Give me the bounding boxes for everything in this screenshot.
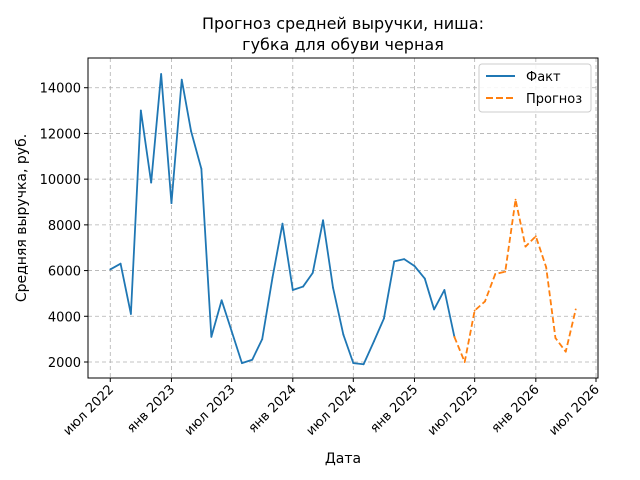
data-point-fact-2024-12-01 [403,258,406,261]
legend-label-fact: Факт [526,70,561,85]
y-tick-label-8000: 8000 [48,219,81,234]
data-point-fact-2022-11-01 [150,181,153,184]
data-point-fact-2023-07-01 [230,330,233,333]
y-tick-label-12000: 12000 [40,127,81,142]
y-tick-label-6000: 6000 [48,265,81,280]
legend-label-forecast: Прогноз [526,92,582,107]
plot-frame [87,57,599,379]
data-point-fact-2025-03-01 [433,308,435,311]
data-point-fact-2022-12-01 [160,73,163,75]
data-point-fact-2024-10-01 [382,317,385,320]
data-point-forecast-2025-09-01 [494,273,497,275]
data-point-fact-2024-06-01 [342,333,345,336]
data-point-fact-2025-02-01 [423,277,426,280]
data-point-fact-2023-02-01 [180,78,183,81]
data-point-fact-2024-07-01 [352,362,355,365]
data-point-forecast-2025-08-01 [484,300,486,303]
data-point-fact-2022-08-01 [119,262,122,265]
data-point-forecast-2026-02-01 [545,266,548,269]
y-axis-label: Средняя выручка, руб. [14,134,30,302]
data-point-fact-2022-09-01 [129,313,132,315]
data-point-fact-2024-03-01 [311,271,314,274]
data-point-fact-2024-11-01 [393,260,396,263]
data-point-fact-2023-11-01 [271,276,274,279]
data-point-forecast-2025-07-01 [473,309,476,312]
data-point-fact-2024-01-01 [291,289,294,291]
chart-title-line-2: губка для обуви черная [242,35,444,54]
data-point-fact-2023-04-01 [200,167,203,170]
data-point-fact-2024-08-01 [362,363,365,366]
data-point-fact-2023-06-01 [220,299,223,302]
y-tick-label-14000: 14000 [40,82,81,97]
data-point-forecast-2026-04-01 [564,350,567,353]
data-point-fact-2024-05-01 [332,286,334,289]
y-axis-ticks: 2000 4000 6000 8000 10000 12000 14000 [40,82,88,371]
data-point-fact-2023-03-01 [190,130,192,133]
y-tick-label-10000: 10000 [40,173,81,188]
legend: Факт Прогноз [478,63,592,113]
data-point-forecast-2026-05-01 [574,308,577,311]
y-tick-label-4000: 4000 [48,310,81,325]
data-point-fact-2024-09-01 [373,340,375,343]
data-point-fact-2022-07-01 [109,268,112,271]
grid-lines [88,58,598,378]
data-point-fact-2023-08-01 [241,362,243,365]
data-point-fact-2023-01-01 [170,202,173,205]
y-tick-label-2000: 2000 [48,356,81,371]
series-lines [109,73,577,366]
data-point-fact-2022-10-01 [139,109,142,112]
data-point-forecast-2026-01-01 [534,235,537,238]
data-point-fact-2023-05-01 [210,335,213,338]
data-point-fact-2024-02-01 [302,285,304,288]
data-point-forecast-2025-12-01 [524,245,527,248]
data-point-fact-2025-04-01 [443,289,446,291]
data-point-forecast-2025-05-01 [453,335,456,338]
data-point-fact-2023-09-01 [251,358,254,361]
chart-title-line-1: Прогноз средней выручки, ниша: [202,14,484,33]
data-point-fact-2025-01-01 [413,265,416,267]
data-point-fact-2023-12-01 [281,222,284,225]
data-point-fact-2024-04-01 [322,219,324,222]
data-point-forecast-2025-10-01 [504,270,507,273]
data-point-forecast-2025-06-01 [463,361,466,363]
data-point-fact-2023-10-01 [261,338,264,341]
x-axis-label: Дата [325,451,361,467]
data-point-forecast-2025-11-01 [514,198,517,201]
data-point-forecast-2026-03-01 [554,337,557,339]
